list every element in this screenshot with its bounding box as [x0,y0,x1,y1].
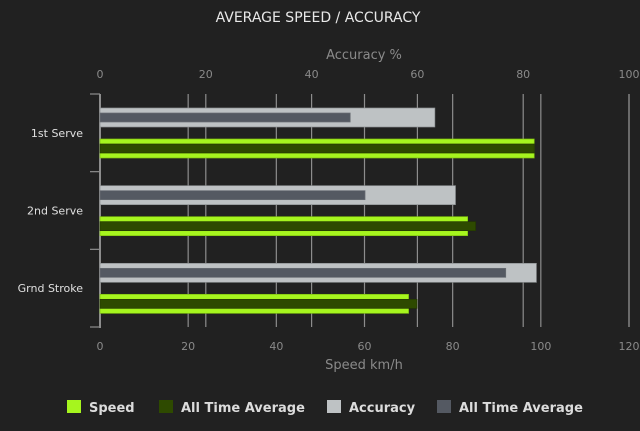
chart-title: AVERAGE SPEED / ACCURACY [216,10,421,26]
bottom-tick-label: 0 [97,340,104,353]
top-tick-label: 20 [199,68,213,81]
top-tick-label: 100 [619,68,640,81]
bottom-axis-label: Speed km/h [325,358,403,373]
bottom-tick-label: 20 [181,340,195,353]
bottom-tick-label: 60 [358,340,372,353]
category-label: 1st Serve [31,127,83,140]
bottom-tick-label: 40 [269,340,283,353]
top-tick-label: 60 [410,68,424,81]
top-tick-label: 40 [305,68,319,81]
legend-swatch [327,400,341,413]
legend-swatch [67,400,81,413]
accuracy-average-bar [99,190,366,201]
accuracy-average-bar [99,112,351,123]
top-tick-label: 80 [516,68,530,81]
category-label: Grnd Stroke [18,282,84,295]
top-axis-label: Accuracy % [326,48,402,63]
bottom-tick-label: 120 [619,340,640,353]
accuracy-average-bar [99,267,507,278]
legend-label: All Time Average [459,401,583,416]
speed-average-bar [99,298,418,309]
bottom-tick-label: 100 [530,340,551,353]
legend-swatch [437,400,451,413]
legend-label: Accuracy [349,401,416,416]
bottom-tick-label: 80 [446,340,460,353]
top-tick-label: 0 [97,68,104,81]
speed-average-bar [99,143,535,154]
legend-label: Speed [89,401,135,416]
speed-average-bar [99,221,476,232]
category-label: 2nd Serve [27,205,83,218]
legend-label: All Time Average [181,401,305,416]
legend-swatch [159,400,173,413]
